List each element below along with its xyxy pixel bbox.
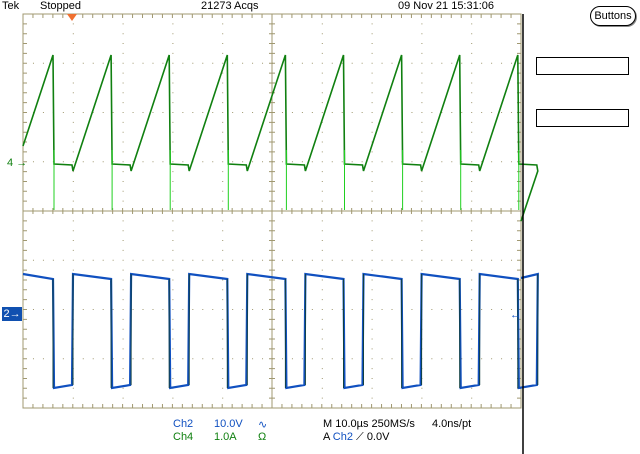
ch4-ref-marker[interactable]: 4 →: [7, 157, 27, 169]
side-field-1[interactable]: [536, 57, 629, 75]
buttons-button[interactable]: Buttons: [590, 6, 636, 26]
ch2-waveform: [22, 272, 539, 390]
rising-slope-icon: ⟋: [356, 431, 364, 443]
ch2-name: Ch2: [173, 418, 194, 430]
graticule-lines: [22, 13, 522, 409]
resolution: 4.0ns/pt: [432, 418, 472, 430]
graticule: [22, 13, 522, 409]
ch2-edges: [52, 274, 539, 388]
arrow-right-icon: →: [16, 157, 28, 169]
datetime: 09 Nov 21 15:31:06: [398, 0, 495, 12]
ch4-impedance-icon: Ω: [258, 431, 267, 443]
ch4-scale: 1.0A: [214, 431, 237, 443]
ch2-trigger-level-arrow: ←: [510, 309, 521, 321]
ch4-waveform: [22, 54, 539, 222]
ch4-ref-label: 4: [7, 157, 14, 169]
ch4-spikes: [53, 150, 520, 210]
trigger-level: 0.0V: [366, 431, 390, 443]
acquisition-count: 21273 Acqs: [201, 0, 259, 12]
timebase: M 10.0µs 250MS/s: [323, 418, 415, 430]
ch2-scale: 10.0V: [214, 418, 243, 430]
ch2-ref-label: 2: [3, 308, 10, 320]
trigger-source: Ch2: [332, 431, 353, 443]
ch2-coupling-icon: ∿: [258, 419, 268, 431]
trigger-readout: A Ch2 ⟋ 0.0V: [323, 431, 389, 444]
ch4-name: Ch4: [173, 431, 194, 443]
side-field-2[interactable]: [536, 109, 629, 127]
trigger-position-marker[interactable]: [67, 14, 77, 21]
acquisition-status: Stopped: [40, 0, 81, 12]
brand-label: Tek: [2, 0, 20, 12]
ch2-ref-marker[interactable]: 2→: [2, 307, 22, 321]
trigger-prefix: A: [323, 431, 330, 443]
